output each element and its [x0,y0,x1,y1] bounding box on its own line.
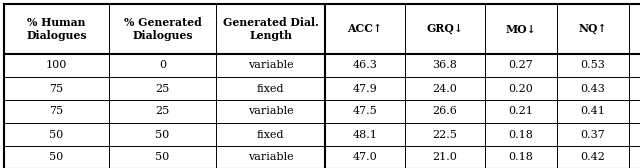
Text: % Human
Dialogues: % Human Dialogues [26,17,87,41]
Text: % Generated
Dialogues: % Generated Dialogues [124,17,202,41]
Text: 24.0: 24.0 [433,83,458,94]
Text: variable: variable [248,60,293,71]
Text: 21.0: 21.0 [433,153,458,162]
Text: 50: 50 [156,153,170,162]
Text: 0.53: 0.53 [580,60,605,71]
Text: fixed: fixed [257,130,284,139]
Text: MO↓: MO↓ [506,24,536,34]
Text: 0.43: 0.43 [580,83,605,94]
Text: 50: 50 [49,130,63,139]
Text: 50: 50 [49,153,63,162]
Text: 0.37: 0.37 [580,130,605,139]
Text: variable: variable [248,153,293,162]
Text: 36.8: 36.8 [433,60,458,71]
Text: 47.0: 47.0 [353,153,378,162]
Text: 50: 50 [156,130,170,139]
Text: variable: variable [248,107,293,116]
Text: ACC↑: ACC↑ [348,24,383,34]
Text: 47.9: 47.9 [353,83,378,94]
Text: 47.5: 47.5 [353,107,378,116]
Text: 0.20: 0.20 [509,83,533,94]
Text: fixed: fixed [257,83,284,94]
Text: 75: 75 [49,107,63,116]
Text: 26.6: 26.6 [433,107,458,116]
Text: 46.3: 46.3 [353,60,378,71]
Text: 100: 100 [46,60,67,71]
Text: 22.5: 22.5 [433,130,458,139]
Text: 0.27: 0.27 [509,60,533,71]
Text: 0.41: 0.41 [580,107,605,116]
Text: 0.18: 0.18 [509,153,533,162]
Text: 0: 0 [159,60,166,71]
Text: 0.42: 0.42 [580,153,605,162]
Text: GRQ↓: GRQ↓ [426,24,463,34]
Text: 75: 75 [49,83,63,94]
Text: Generated Dial.
Length: Generated Dial. Length [223,17,319,41]
Text: 25: 25 [156,83,170,94]
Text: 48.1: 48.1 [353,130,378,139]
Text: 25: 25 [156,107,170,116]
Text: 0.18: 0.18 [509,130,533,139]
Text: NQ↑: NQ↑ [579,24,607,34]
Text: 0.21: 0.21 [509,107,533,116]
